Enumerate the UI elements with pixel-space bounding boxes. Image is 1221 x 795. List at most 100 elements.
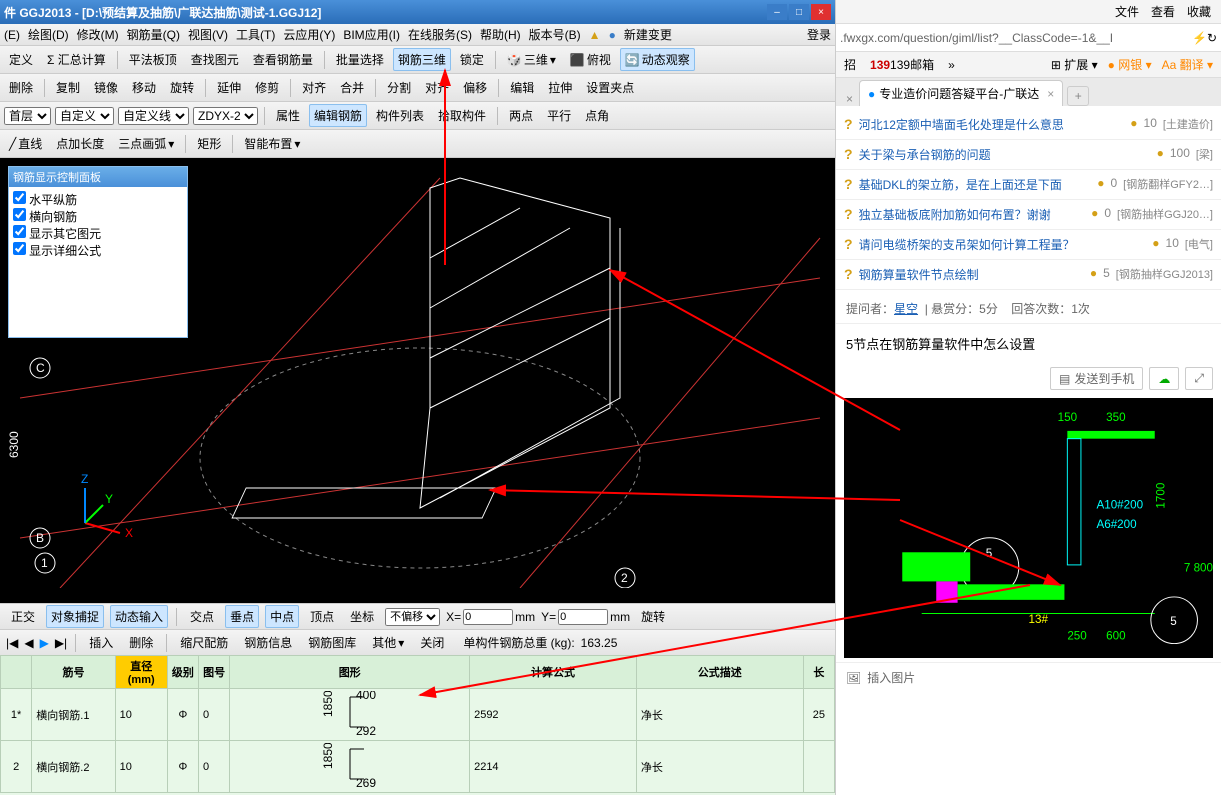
ptangle-button[interactable]: 点角 xyxy=(580,104,614,127)
pull-button[interactable]: 拉伸 xyxy=(543,76,577,99)
pick-button[interactable]: 拾取构件 xyxy=(433,104,491,127)
y-input[interactable] xyxy=(558,609,608,625)
floor-select[interactable]: 首层 xyxy=(4,107,51,125)
find-button[interactable]: 查找图元 xyxy=(186,48,244,71)
close-panel-button[interactable]: 关闭 xyxy=(415,631,449,654)
refresh-icon[interactable]: ↻ xyxy=(1207,31,1217,45)
ortho-toggle[interactable]: 正交 xyxy=(6,605,40,628)
sum-button[interactable]: Σ 汇总计算 xyxy=(42,48,111,71)
menu-tools[interactable]: 工具(T) xyxy=(236,26,275,43)
smart-button[interactable]: 智能布置 ▾ xyxy=(239,132,305,155)
qa-item[interactable]: ?独立基础板底附加筋如何布置？谢谢●0[钢筋抽样GGJ20…] xyxy=(836,200,1221,230)
offset2-button[interactable]: 偏移 xyxy=(458,76,492,99)
batch-button[interactable]: 批量选择 xyxy=(331,48,389,71)
merge-button[interactable]: 合并 xyxy=(335,76,369,99)
bm-more[interactable]: » xyxy=(948,58,955,72)
qa-item[interactable]: ?钢筋算量软件节点绘制●5[钢筋抽样GGJ2013] xyxy=(836,260,1221,290)
login-link[interactable]: 登录 xyxy=(807,26,831,43)
bm-zhao[interactable]: 招 xyxy=(844,56,856,73)
line-button[interactable]: ╱ 直线 xyxy=(4,132,47,155)
trim-button[interactable]: 修剪 xyxy=(250,76,284,99)
offset-button[interactable]: 对齐 xyxy=(420,76,454,99)
nav-first[interactable]: |◀ xyxy=(6,636,18,650)
insert-button[interactable]: 插入 xyxy=(84,631,118,654)
perp-toggle[interactable]: 垂点 xyxy=(225,605,259,628)
persp-button[interactable]: ⬛ 俯视 xyxy=(565,48,616,71)
bank-button[interactable]: ● 网银 ▾ xyxy=(1108,56,1152,73)
menu-draw[interactable]: 绘图(D) xyxy=(28,26,69,43)
chk-horiz[interactable]: 水平纵筋 xyxy=(13,191,183,208)
go-icon[interactable]: ⚡ xyxy=(1192,31,1207,45)
delete-button[interactable]: 删除 xyxy=(4,76,38,99)
cross-toggle[interactable]: 交点 xyxy=(185,605,219,628)
vertex-toggle[interactable]: 顶点 xyxy=(305,605,339,628)
rotate-input-button[interactable]: 旋转 xyxy=(636,605,670,628)
parallel-button[interactable]: 平行 xyxy=(542,104,576,127)
qa-item[interactable]: ?请问电缆桥架的支吊架如何计算工程量？●10[电气] xyxy=(836,230,1221,260)
mirror-button[interactable]: 镜像 xyxy=(89,76,123,99)
menu-help[interactable]: 帮助(H) xyxy=(480,26,521,43)
qa-item[interactable]: ?基础DKL的架立筋，是在上面还是下面●0[钢筋翻样GFY2…] xyxy=(836,170,1221,200)
qa-item[interactable]: ?关于梁与承台钢筋的问题●100[梁] xyxy=(836,140,1221,170)
br-view[interactable]: 查看 xyxy=(1151,3,1175,20)
flat-button[interactable]: 平法板顶 xyxy=(124,48,182,71)
twopoint-button[interactable]: 两点 xyxy=(504,104,538,127)
menu-view[interactable]: 视图(V) xyxy=(188,26,228,43)
rect-button[interactable]: 矩形 xyxy=(192,132,226,155)
prev-tab-icon[interactable]: × xyxy=(840,92,859,106)
delete-row-button[interactable]: 删除 xyxy=(124,631,158,654)
new-tab-button[interactable]: + xyxy=(1067,86,1089,106)
3d-button[interactable]: 🎲 三维 ▾ xyxy=(502,48,561,71)
menu-version[interactable]: 版本号(B) xyxy=(529,26,581,43)
align-button[interactable]: 对齐 xyxy=(297,76,331,99)
move-button[interactable]: 移动 xyxy=(127,76,161,99)
close-button[interactable]: × xyxy=(811,4,831,20)
insert-image-button[interactable]: 插入图片 xyxy=(867,669,915,686)
asker-link[interactable]: 星空 xyxy=(894,302,918,316)
menu-cloud[interactable]: 云应用(Y) xyxy=(283,26,335,43)
qa-item[interactable]: ?河北12定额中墙面毛化处理是什么意思●10[土建造价] xyxy=(836,110,1221,140)
cloud-button[interactable]: ☁ xyxy=(1149,367,1179,390)
chk-trans[interactable]: 横向钢筋 xyxy=(13,208,183,225)
ext-button[interactable]: ⊞ 扩展 ▾ xyxy=(1051,56,1098,73)
tab-active[interactable]: ● 专业造价问题答疑平台-广联达 × xyxy=(859,80,1063,106)
minimize-button[interactable]: – xyxy=(767,4,787,20)
table-row[interactable]: 2 横向钢筋.2 10 Φ 0 1850269 2214 净长 xyxy=(1,741,835,793)
menu-rebar[interactable]: 钢筋量(Q) xyxy=(127,26,180,43)
complist-button[interactable]: 构件列表 xyxy=(371,104,429,127)
rebar-info-button[interactable]: 钢筋信息 xyxy=(239,631,297,654)
maximize-button[interactable]: □ xyxy=(789,4,809,20)
nav-next[interactable]: ▶ xyxy=(40,636,49,650)
osnap-toggle[interactable]: 对象捕捉 xyxy=(46,605,104,628)
url-text[interactable]: .fwxgx.com/question/giml/list?__ClassCod… xyxy=(840,31,1192,45)
nav-prev[interactable]: ◀ xyxy=(24,636,33,650)
grip-button[interactable]: 设置夹点 xyxy=(581,76,639,99)
dyninput-toggle[interactable]: 动态输入 xyxy=(110,605,168,628)
scale-button[interactable]: 缩尺配筋 xyxy=(175,631,233,654)
split-button[interactable]: 分割 xyxy=(382,76,416,99)
copy-button[interactable]: 复制 xyxy=(51,76,85,99)
menu-online[interactable]: 在线服务(S) xyxy=(408,26,472,43)
menu-e[interactable]: (E) xyxy=(4,28,20,42)
send-phone-button[interactable]: ▤ 发送到手机 xyxy=(1050,367,1143,390)
x-input[interactable] xyxy=(463,609,513,625)
edit-button[interactable]: 编辑 xyxy=(505,76,539,99)
table-row[interactable]: 1* 横向钢筋.1 10 Φ 0 4001850292 2592 净长 25 xyxy=(1,689,835,741)
viewport-3d[interactable]: C B 1 2 6300 X Y Z 钢筋显示控制面板 水平纵筋 横向钢筋 显示… xyxy=(0,158,835,603)
menu-bim[interactable]: BIM应用(I) xyxy=(343,26,400,43)
extend-button[interactable]: 延伸 xyxy=(212,76,246,99)
define-button[interactable]: 定义 xyxy=(4,48,38,71)
dynview-button[interactable]: 🔄 动态观察 xyxy=(620,48,695,71)
trans-button[interactable]: Aa 翻译 ▾ xyxy=(1162,56,1213,73)
bm-mail[interactable]: 139139邮箱 xyxy=(870,56,934,73)
br-fav[interactable]: 收藏 xyxy=(1187,3,1211,20)
editrebar-button[interactable]: 编辑钢筋 xyxy=(309,104,367,127)
nav-last[interactable]: ▶| xyxy=(55,636,67,650)
coord-toggle[interactable]: 坐标 xyxy=(345,605,379,628)
br-file[interactable]: 文件 xyxy=(1115,3,1139,20)
chk-other[interactable]: 显示其它图元 xyxy=(13,225,183,242)
code-select[interactable]: ZDYX-2 xyxy=(193,107,258,125)
menu-newchange[interactable]: 新建变更 xyxy=(624,26,672,43)
offset-select[interactable]: 不偏移 xyxy=(385,608,440,626)
rotate-button[interactable]: 旋转 xyxy=(165,76,199,99)
